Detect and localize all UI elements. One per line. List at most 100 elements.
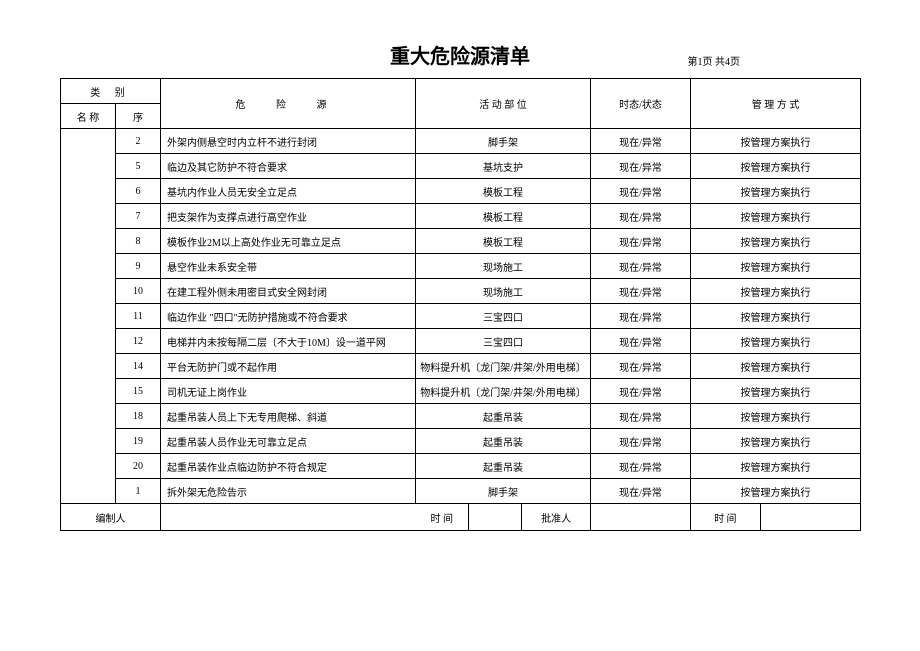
state-cell: 现在/异常: [591, 254, 691, 279]
footer-row: 编制人 时 间 批准人 时 间: [61, 504, 861, 531]
footer-time2-value: [760, 504, 860, 530]
header-hazard: 危 险 源: [161, 79, 416, 129]
table-row: 8模板作业2M以上高处作业无可靠立足点模板工程现在/异常按管理方案执行: [61, 229, 861, 254]
hazard-cell: 电梯井内未按每隔二层〔不大于10M〕设一道平网: [161, 329, 416, 354]
mgmt-cell: 按管理方案执行: [691, 279, 861, 304]
table-row: 12电梯井内未按每隔二层〔不大于10M〕设一道平网三宝四口现在/异常按管理方案执…: [61, 329, 861, 354]
activity-cell: 三宝四口: [416, 304, 591, 329]
activity-cell: 物料提升机〔龙门架/井架/外用电梯〕: [416, 379, 591, 404]
state-cell: 现在/异常: [591, 479, 691, 504]
mgmt-cell: 按管理方案执行: [691, 304, 861, 329]
hazard-cell: 悬空作业未系安全带: [161, 254, 416, 279]
activity-cell: 脚手架: [416, 479, 591, 504]
table-row: 11临边作业 "四口"无防护措施或不符合要求三宝四口现在/异常按管理方案执行: [61, 304, 861, 329]
mgmt-cell: 按管理方案执行: [691, 254, 861, 279]
activity-cell: 现场施工: [416, 279, 591, 304]
page-title: 重大危险源清单: [390, 40, 530, 69]
state-cell: 现在/异常: [591, 154, 691, 179]
seq-cell: 18: [116, 404, 161, 429]
seq-cell: 2: [116, 129, 161, 154]
state-cell: 现在/异常: [591, 304, 691, 329]
hazard-table: 类 别 危 险 源 活 动 部 位 时态/状态 管 理 方 式 名 称 序 2外…: [60, 78, 861, 531]
header-name: 名 称: [61, 104, 116, 129]
footer-approver-value: [591, 504, 691, 531]
hazard-cell: 起重吊装人员上下无专用爬梯、斜道: [161, 404, 416, 429]
footer-compiler-value: [161, 504, 416, 531]
activity-cell: 模板工程: [416, 204, 591, 229]
footer-compiler-label: 编制人: [61, 504, 161, 531]
hazard-cell: 司机无证上岗作业: [161, 379, 416, 404]
table-row: 9悬空作业未系安全带现场施工现在/异常按管理方案执行: [61, 254, 861, 279]
seq-cell: 8: [116, 229, 161, 254]
hazard-cell: 在建工程外侧未用密目式安全网封闭: [161, 279, 416, 304]
seq-cell: 12: [116, 329, 161, 354]
activity-cell: 脚手架: [416, 129, 591, 154]
mgmt-cell: 按管理方案执行: [691, 454, 861, 479]
header-category: 类 别: [61, 79, 161, 104]
footer-time2-wrap: 时 间: [691, 504, 861, 531]
mgmt-cell: 按管理方案执行: [691, 204, 861, 229]
seq-cell: 5: [116, 154, 161, 179]
footer-time1-value: [468, 504, 521, 530]
mgmt-cell: 按管理方案执行: [691, 179, 861, 204]
activity-cell: 模板工程: [416, 229, 591, 254]
hazard-cell: 基坑内作业人员无安全立足点: [161, 179, 416, 204]
table-row: 19起重吊装人员作业无可靠立足点起重吊装现在/异常按管理方案执行: [61, 429, 861, 454]
footer-time2-label: 时 间: [691, 504, 760, 530]
mgmt-cell: 按管理方案执行: [691, 379, 861, 404]
seq-cell: 9: [116, 254, 161, 279]
footer-time-approve: 时 间 批准人: [416, 504, 591, 531]
state-cell: 现在/异常: [591, 429, 691, 454]
seq-cell: 10: [116, 279, 161, 304]
name-cell: [61, 129, 116, 504]
state-cell: 现在/异常: [591, 404, 691, 429]
page-info: 第1页 共4页: [688, 53, 741, 68]
seq-cell: 14: [116, 354, 161, 379]
footer-time1-label: 时 间: [416, 504, 469, 530]
table-row: 7把支架作为支撑点进行高空作业模板工程现在/异常按管理方案执行: [61, 204, 861, 229]
table-row: 18起重吊装人员上下无专用爬梯、斜道起重吊装现在/异常按管理方案执行: [61, 404, 861, 429]
activity-cell: 模板工程: [416, 179, 591, 204]
table-row: 2外架内侧悬空时内立杆不进行封闭脚手架现在/异常按管理方案执行: [61, 129, 861, 154]
mgmt-cell: 按管理方案执行: [691, 354, 861, 379]
activity-cell: 起重吊装: [416, 429, 591, 454]
mgmt-cell: 按管理方案执行: [691, 429, 861, 454]
mgmt-cell: 按管理方案执行: [691, 479, 861, 504]
seq-cell: 11: [116, 304, 161, 329]
hazard-cell: 起重吊装作业点临边防护不符合规定: [161, 454, 416, 479]
hazard-cell: 拆外架无危险告示: [161, 479, 416, 504]
table-row: 15司机无证上岗作业物料提升机〔龙门架/井架/外用电梯〕现在/异常按管理方案执行: [61, 379, 861, 404]
hazard-cell: 起重吊装人员作业无可靠立足点: [161, 429, 416, 454]
hazard-cell: 模板作业2M以上高处作业无可靠立足点: [161, 229, 416, 254]
footer-approver-label: 批准人: [522, 504, 590, 530]
seq-cell: 1: [116, 479, 161, 504]
mgmt-cell: 按管理方案执行: [691, 129, 861, 154]
table-row: 5临边及其它防护不符合要求基坑支护现在/异常按管理方案执行: [61, 154, 861, 179]
seq-cell: 20: [116, 454, 161, 479]
seq-cell: 15: [116, 379, 161, 404]
mgmt-cell: 按管理方案执行: [691, 404, 861, 429]
hazard-cell: 临边及其它防护不符合要求: [161, 154, 416, 179]
state-cell: 现在/异常: [591, 329, 691, 354]
header-state: 时态/状态: [591, 79, 691, 129]
table-row: 20起重吊装作业点临边防护不符合规定起重吊装现在/异常按管理方案执行: [61, 454, 861, 479]
state-cell: 现在/异常: [591, 279, 691, 304]
table-row: 6基坑内作业人员无安全立足点模板工程现在/异常按管理方案执行: [61, 179, 861, 204]
header-mgmt: 管 理 方 式: [691, 79, 861, 129]
hazard-cell: 临边作业 "四口"无防护措施或不符合要求: [161, 304, 416, 329]
state-cell: 现在/异常: [591, 454, 691, 479]
activity-cell: 物料提升机〔龙门架/井架/外用电梯〕: [416, 354, 591, 379]
activity-cell: 起重吊装: [416, 404, 591, 429]
state-cell: 现在/异常: [591, 204, 691, 229]
hazard-cell: 外架内侧悬空时内立杆不进行封闭: [161, 129, 416, 154]
mgmt-cell: 按管理方案执行: [691, 154, 861, 179]
state-cell: 现在/异常: [591, 129, 691, 154]
activity-cell: 现场施工: [416, 254, 591, 279]
state-cell: 现在/异常: [591, 179, 691, 204]
table-row: 1拆外架无危险告示脚手架现在/异常按管理方案执行: [61, 479, 861, 504]
activity-cell: 基坑支护: [416, 154, 591, 179]
table-row: 14平台无防护门或不起作用物料提升机〔龙门架/井架/外用电梯〕现在/异常按管理方…: [61, 354, 861, 379]
state-cell: 现在/异常: [591, 379, 691, 404]
mgmt-cell: 按管理方案执行: [691, 229, 861, 254]
title-row: 重大危险源清单 第1页 共4页: [60, 40, 860, 70]
